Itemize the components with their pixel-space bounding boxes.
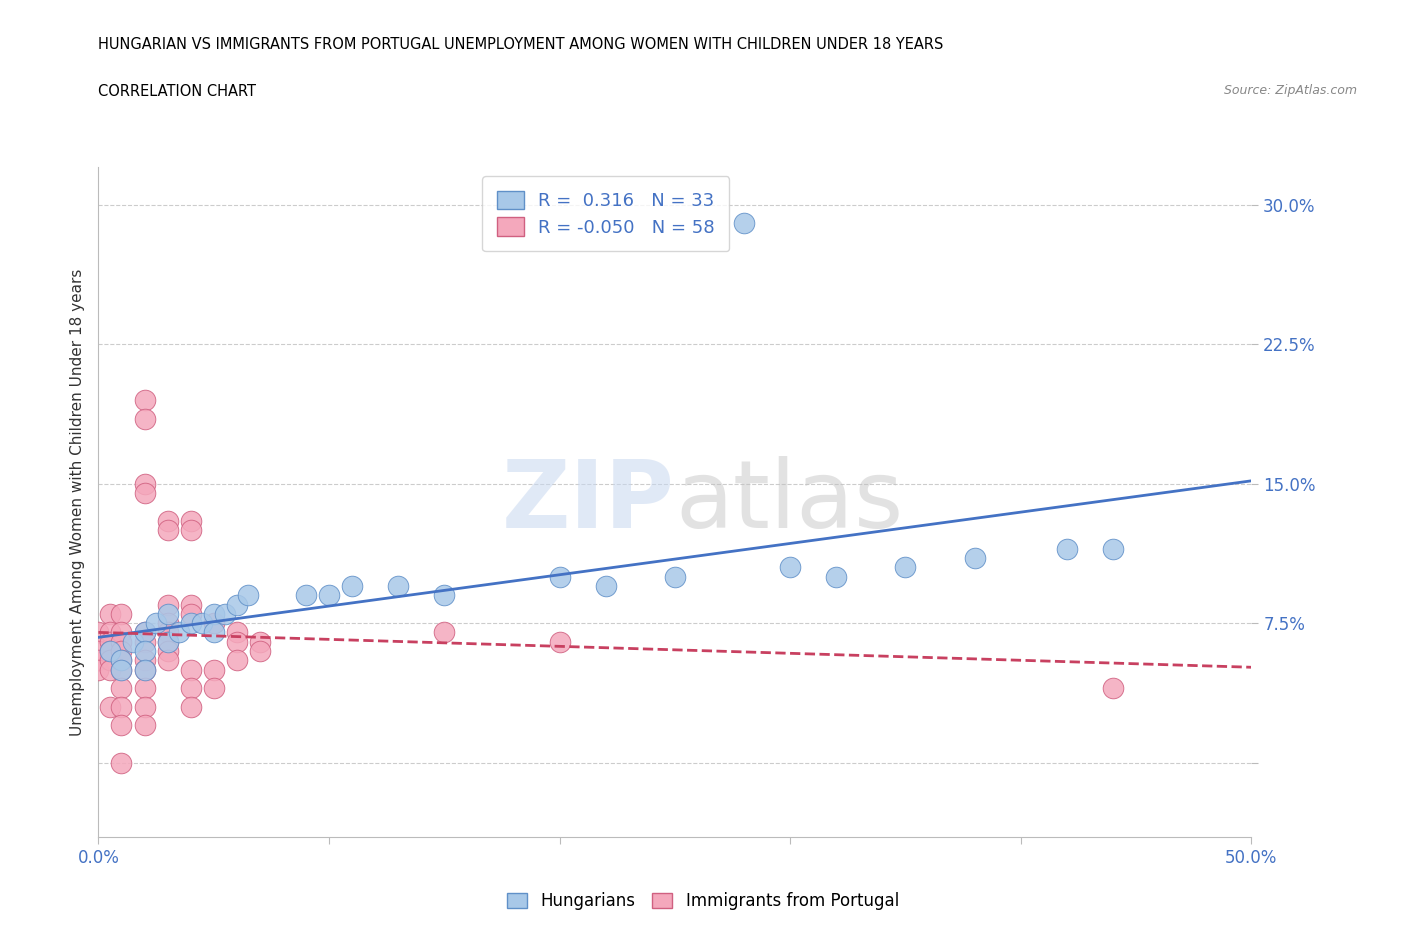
Point bbox=[98, 606, 121, 621]
Point bbox=[98, 634, 121, 649]
Point bbox=[110, 653, 132, 668]
Point bbox=[387, 578, 409, 593]
Point bbox=[122, 634, 145, 649]
Point bbox=[318, 588, 340, 603]
Point bbox=[156, 634, 179, 649]
Point bbox=[110, 644, 132, 658]
Point bbox=[225, 653, 247, 668]
Point bbox=[180, 616, 202, 631]
Point bbox=[548, 634, 571, 649]
Point bbox=[779, 560, 801, 575]
Point bbox=[98, 625, 121, 640]
Point bbox=[202, 662, 225, 677]
Point bbox=[156, 606, 179, 621]
Point bbox=[134, 681, 156, 696]
Point bbox=[202, 616, 225, 631]
Point bbox=[249, 644, 271, 658]
Point bbox=[180, 681, 202, 696]
Point bbox=[180, 523, 202, 538]
Point bbox=[110, 662, 132, 677]
Legend: Hungarians, Immigrants from Portugal: Hungarians, Immigrants from Portugal bbox=[501, 885, 905, 917]
Point bbox=[156, 597, 179, 612]
Point bbox=[134, 625, 156, 640]
Point bbox=[180, 597, 202, 612]
Point bbox=[110, 634, 132, 649]
Legend: R =  0.316   N = 33, R = -0.050   N = 58: R = 0.316 N = 33, R = -0.050 N = 58 bbox=[482, 177, 730, 251]
Point bbox=[110, 625, 132, 640]
Text: CORRELATION CHART: CORRELATION CHART bbox=[98, 84, 256, 99]
Point bbox=[733, 216, 755, 231]
Y-axis label: Unemployment Among Women with Children Under 18 years: Unemployment Among Women with Children U… bbox=[69, 269, 84, 736]
Point bbox=[156, 616, 179, 631]
Point bbox=[238, 588, 260, 603]
Point bbox=[156, 513, 179, 528]
Point bbox=[156, 653, 179, 668]
Point bbox=[202, 681, 225, 696]
Point bbox=[98, 644, 121, 658]
Point bbox=[825, 569, 848, 584]
Point bbox=[98, 644, 121, 658]
Point bbox=[225, 634, 247, 649]
Point bbox=[134, 718, 156, 733]
Point bbox=[134, 392, 156, 407]
Point bbox=[134, 644, 156, 658]
Point bbox=[134, 662, 156, 677]
Point bbox=[664, 569, 686, 584]
Point bbox=[433, 625, 456, 640]
Point bbox=[134, 634, 156, 649]
Point bbox=[214, 606, 236, 621]
Point bbox=[1102, 541, 1125, 556]
Point bbox=[134, 411, 156, 426]
Point bbox=[134, 662, 156, 677]
Point bbox=[225, 625, 247, 640]
Point bbox=[134, 476, 156, 491]
Point bbox=[145, 616, 167, 631]
Point bbox=[1102, 681, 1125, 696]
Point bbox=[134, 699, 156, 714]
Point bbox=[156, 625, 179, 640]
Point bbox=[295, 588, 318, 603]
Point bbox=[110, 755, 132, 770]
Point bbox=[167, 625, 190, 640]
Point bbox=[156, 644, 179, 658]
Point bbox=[180, 513, 202, 528]
Point bbox=[156, 523, 179, 538]
Point bbox=[110, 606, 132, 621]
Point bbox=[548, 569, 571, 584]
Point bbox=[180, 662, 202, 677]
Point bbox=[202, 606, 225, 621]
Point bbox=[202, 625, 225, 640]
Point bbox=[963, 551, 986, 565]
Text: atlas: atlas bbox=[675, 457, 903, 548]
Point bbox=[225, 597, 247, 612]
Point bbox=[180, 606, 202, 621]
Point bbox=[595, 578, 617, 593]
Point bbox=[894, 560, 917, 575]
Point bbox=[98, 653, 121, 668]
Text: ZIP: ZIP bbox=[502, 457, 675, 548]
Point bbox=[340, 578, 363, 593]
Point bbox=[249, 634, 271, 649]
Point bbox=[98, 699, 121, 714]
Point bbox=[180, 699, 202, 714]
Point bbox=[110, 718, 132, 733]
Point bbox=[1056, 541, 1078, 556]
Point bbox=[98, 662, 121, 677]
Point bbox=[134, 625, 156, 640]
Text: HUNGARIAN VS IMMIGRANTS FROM PORTUGAL UNEMPLOYMENT AMONG WOMEN WITH CHILDREN UND: HUNGARIAN VS IMMIGRANTS FROM PORTUGAL UN… bbox=[98, 37, 943, 52]
Point bbox=[134, 485, 156, 500]
Point bbox=[110, 653, 132, 668]
Point bbox=[433, 588, 456, 603]
Point bbox=[87, 662, 110, 677]
Point bbox=[110, 662, 132, 677]
Point bbox=[110, 681, 132, 696]
Point bbox=[87, 644, 110, 658]
Point bbox=[134, 653, 156, 668]
Point bbox=[87, 653, 110, 668]
Point bbox=[156, 634, 179, 649]
Point bbox=[191, 616, 214, 631]
Point bbox=[110, 699, 132, 714]
Point bbox=[87, 625, 110, 640]
Text: Source: ZipAtlas.com: Source: ZipAtlas.com bbox=[1223, 84, 1357, 97]
